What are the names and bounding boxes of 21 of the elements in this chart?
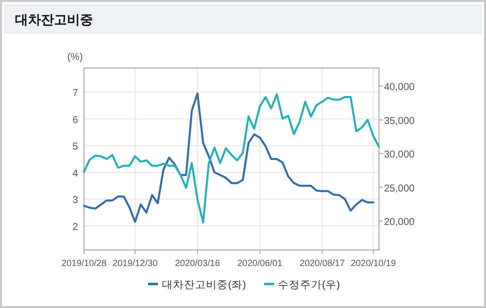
- y-tick-label: 2: [72, 222, 78, 233]
- y2-tick-label: 20,000: [384, 217, 416, 228]
- y2-tick-label: 25,000: [384, 183, 416, 194]
- y2-tick-label: 35,000: [384, 116, 416, 127]
- y-tick-label: 3: [72, 195, 78, 206]
- x-tick-label: 2020/06/01: [237, 258, 282, 268]
- chart-title: 대차잔고비중: [15, 12, 93, 27]
- y-tick-label: 6: [72, 114, 78, 126]
- y-tick-label: 4: [72, 168, 78, 180]
- x-tick-label: 2020/03/16: [174, 258, 220, 268]
- y-axis-title: (%): [67, 52, 83, 63]
- y-tick-label: 7: [72, 88, 78, 100]
- y-tick-label: 5: [72, 142, 78, 153]
- x-tick-label: 2020/10/19: [350, 258, 396, 268]
- legend-label: 수정주가(우): [278, 279, 340, 291]
- y2-tick-label: 40,000: [384, 82, 416, 94]
- legend-label: 대차잔고비중(좌): [162, 279, 246, 291]
- x-tick-label: 2020/08/17: [300, 258, 345, 268]
- x-tick-label: 2019/12/30: [112, 258, 158, 268]
- y2-tick-label: 30,000: [384, 150, 416, 161]
- x-tick-label: 2019/10/28: [61, 258, 107, 268]
